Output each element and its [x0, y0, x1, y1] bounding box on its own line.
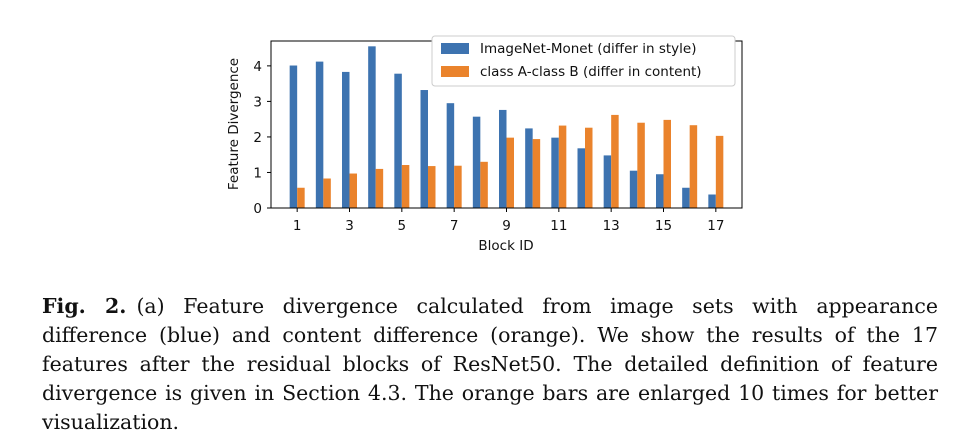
- legend-swatch-style: [441, 43, 469, 54]
- bar-style-2: [315, 61, 324, 208]
- caption-label: Fig. 2.: [42, 294, 127, 318]
- bar-content-11: [558, 125, 567, 208]
- x-tick-label: 1: [293, 218, 302, 234]
- y-tick-label: 0: [253, 201, 262, 217]
- bar-style-11: [551, 137, 559, 208]
- bar-content-7: [454, 165, 462, 208]
- bar-content-15: [663, 119, 671, 208]
- x-tick-label: 15: [655, 218, 672, 234]
- bar-content-17: [715, 135, 724, 208]
- bar-content-5: [401, 165, 410, 208]
- bar-style-16: [682, 187, 690, 208]
- x-tick-label: 11: [550, 218, 567, 234]
- bars-layer: [289, 46, 724, 209]
- legend-label-style: ImageNet-Monet (differ in style): [480, 41, 696, 57]
- bar-content-10: [532, 139, 541, 208]
- bar-content-8: [480, 161, 488, 208]
- y-tick-label: 4: [253, 59, 262, 75]
- bar-content-9: [506, 137, 514, 208]
- figure-caption: Fig. 2. (a) Feature divergence calculated…: [42, 292, 938, 437]
- caption-text: (a) Feature divergence calculated from i…: [42, 294, 938, 434]
- x-tick-label: 7: [450, 218, 459, 234]
- legend-box: [431, 35, 736, 87]
- bar-style-1: [289, 65, 298, 209]
- bar-content-13: [611, 114, 619, 208]
- bar-style-17: [708, 194, 716, 208]
- x-tick-label: 13: [603, 218, 620, 234]
- bar-content-1: [297, 187, 305, 208]
- figure: 1 3 5 7 9 11 13 15 17 0 1 2 3 4 Block ID Feature Dive…: [226, 35, 743, 254]
- bar-content-2: [323, 178, 331, 208]
- bar-style-9: [499, 109, 507, 208]
- bar-style-10: [525, 128, 533, 208]
- x-tick-label: 17: [707, 218, 724, 234]
- bar-style-12: [577, 148, 585, 208]
- x-tick-label: 9: [502, 218, 511, 234]
- bar-style-4: [368, 46, 376, 208]
- bar-style-8: [472, 116, 481, 208]
- legend: ImageNet-Monet (differ in style) class A…: [431, 35, 736, 87]
- y-axis-label: Feature Divergence: [226, 58, 242, 190]
- bar-content-16: [689, 125, 698, 208]
- bar-content-4: [375, 168, 384, 208]
- y-tick-label: 2: [253, 130, 262, 146]
- bar-style-15: [656, 174, 664, 208]
- legend-label-content: class A-class B (differ in content): [480, 64, 702, 80]
- y-tick-label: 1: [253, 165, 262, 181]
- bar-content-12: [585, 127, 593, 208]
- bar-content-6: [428, 166, 436, 208]
- bar-style-14: [629, 170, 638, 208]
- x-axis-label: Block ID: [478, 238, 533, 254]
- bar-content-3: [349, 173, 357, 208]
- bar-style-7: [446, 103, 455, 208]
- bar-content-14: [637, 122, 645, 208]
- x-tick-label: 3: [345, 218, 354, 234]
- bar-style-5: [394, 73, 402, 208]
- bar-style-3: [342, 71, 350, 208]
- legend-swatch-content: [441, 66, 469, 77]
- bar-style-13: [603, 155, 612, 208]
- bar-style-6: [420, 90, 428, 208]
- y-tick-label: 3: [253, 94, 262, 110]
- x-tick-label: 5: [398, 218, 407, 234]
